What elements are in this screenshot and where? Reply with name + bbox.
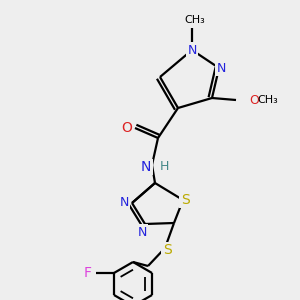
Text: N: N (137, 226, 147, 238)
Text: CH₃: CH₃ (258, 95, 278, 105)
Text: N: N (187, 44, 197, 56)
Text: N: N (216, 61, 226, 74)
Text: N: N (119, 196, 129, 209)
Text: S: S (163, 243, 171, 257)
Text: F: F (84, 266, 92, 280)
Text: O: O (249, 94, 259, 106)
Text: N: N (141, 160, 151, 174)
Text: O: O (122, 121, 132, 135)
Text: CH₃: CH₃ (184, 15, 206, 25)
Text: S: S (181, 193, 189, 207)
Text: H: H (159, 160, 169, 172)
